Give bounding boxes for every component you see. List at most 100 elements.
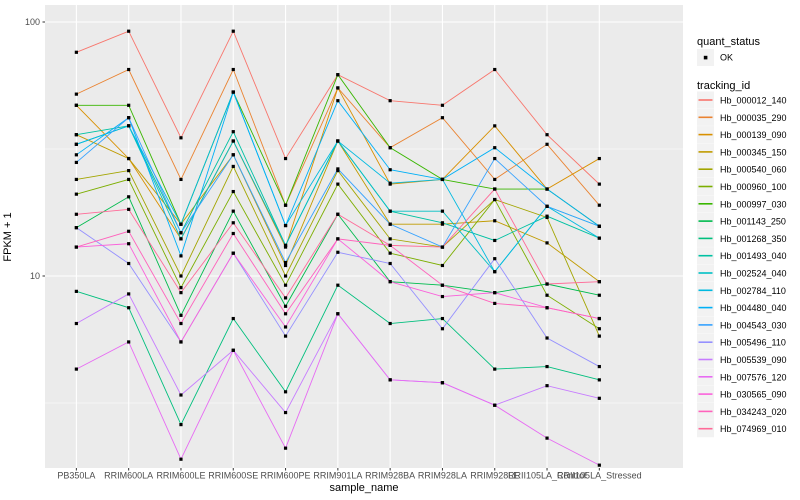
- data-point: [231, 153, 235, 157]
- data-point: [283, 334, 288, 338]
- data-point: [440, 116, 445, 120]
- data-point: [493, 291, 497, 295]
- legend-entry-Hb_001493_040: Hb_001493_040: [697, 247, 787, 265]
- data-point: [127, 156, 131, 161]
- data-point: [597, 334, 601, 338]
- legend-entry-label: Hb_030565_090: [720, 390, 787, 400]
- data-point: [179, 321, 183, 326]
- data-point: [388, 280, 392, 284]
- data-point: [179, 274, 183, 278]
- legend-entry-label: Hb_000035_290: [720, 113, 787, 123]
- x-axis-title: sample_name: [329, 482, 398, 494]
- data-point: [127, 292, 131, 296]
- data-point: [388, 261, 392, 266]
- data-point: [597, 224, 601, 228]
- data-point: [388, 168, 392, 172]
- legend-entry-label: Hb_074969_010: [720, 424, 787, 434]
- x-tick-labels: PB350LA RRIM600LA RRIM600LE RRIM600SE RRIM60…: [57, 471, 641, 481]
- data-point: [179, 237, 183, 241]
- data-point: [179, 286, 183, 290]
- legend-entry-label: Hb_000997_030: [720, 199, 787, 209]
- legend-tracking-entries: Hb_000012_140 Hb_000035_290 Hb_000139_090 H…: [697, 91, 787, 438]
- legend-entry-label: Hb_005539_090: [720, 355, 787, 365]
- data-point: [545, 384, 549, 388]
- data-point: [597, 236, 601, 240]
- data-point: [283, 312, 288, 316]
- data-point: [336, 139, 340, 143]
- data-point: [231, 221, 235, 225]
- data-point: [440, 209, 445, 213]
- data-point: [336, 312, 340, 316]
- legend-quant-status-title: quant_status: [697, 36, 760, 48]
- data-point: [545, 364, 549, 369]
- data-point: [440, 381, 445, 385]
- data-point: [231, 231, 235, 236]
- data-point: [283, 410, 288, 415]
- data-point: [493, 219, 497, 223]
- data-point: [388, 321, 392, 326]
- legend-entry-Hb_004480_040: Hb_004480_040: [697, 299, 787, 317]
- data-point: [231, 29, 235, 33]
- data-point: [283, 283, 288, 287]
- data-point: [545, 142, 549, 146]
- data-point: [388, 209, 392, 213]
- data-point: [179, 136, 183, 140]
- data-point: [127, 229, 131, 233]
- data-point: [231, 209, 235, 213]
- data-point: [179, 231, 183, 235]
- data-point: [597, 327, 601, 331]
- data-point: [545, 187, 549, 191]
- data-point: [74, 142, 78, 146]
- data-point: [179, 422, 183, 427]
- data-point: [597, 203, 601, 207]
- data-point: [493, 367, 497, 371]
- legend-entry-label: Hb_000540_060: [720, 165, 787, 175]
- legend-entry-label: Hb_000345_150: [720, 147, 787, 157]
- data-point: [545, 133, 549, 137]
- data-point: [231, 67, 235, 72]
- data-point: [74, 245, 78, 249]
- x-tick-label: RRIM928LA: [418, 471, 467, 481]
- legend-entry-Hb_000997_030: Hb_000997_030: [697, 195, 787, 213]
- legend-entry-Hb_004543_030: Hb_004543_030: [697, 316, 787, 334]
- data-point: [493, 146, 497, 150]
- data-point: [74, 92, 78, 96]
- data-point: [336, 250, 340, 254]
- legend-entry-Hb_034243_020: Hb_034243_020: [697, 402, 787, 420]
- legend-entry-label: Hb_002524_040: [720, 269, 787, 279]
- data-point: [545, 306, 549, 310]
- data-point: [283, 245, 288, 249]
- data-point: [493, 177, 497, 182]
- data-point: [336, 182, 340, 186]
- data-point: [336, 86, 340, 90]
- data-point: [388, 146, 392, 150]
- legend-entry-Hb_030565_090: Hb_030565_090: [697, 385, 787, 403]
- data-point: [179, 291, 183, 295]
- data-point: [179, 393, 183, 397]
- legend-entry-label: Hb_001143_250: [720, 217, 786, 227]
- legend-entry-label: Hb_002784_110: [720, 286, 786, 296]
- data-point: [440, 177, 445, 182]
- legend-entry-label: Hb_000012_140: [720, 96, 787, 106]
- data-point: [440, 283, 445, 287]
- data-point: [127, 340, 131, 344]
- legend-entry-Hb_074969_010: Hb_074969_010: [697, 420, 787, 438]
- legend-quant-ok-label: OK: [720, 53, 733, 63]
- data-point: [127, 29, 131, 33]
- legend-entry-label: Hb_000960_100: [720, 182, 787, 192]
- legend-entry-Hb_000139_090: Hb_000139_090: [697, 126, 787, 144]
- data-point: [597, 463, 601, 467]
- x-tick-label: PB350LA: [57, 471, 95, 481]
- data-point: [388, 181, 392, 185]
- data-point: [388, 237, 392, 241]
- x-tick-label: RRIM928BA: [365, 471, 415, 481]
- legend-entry-Hb_002784_110: Hb_002784_110: [697, 281, 786, 299]
- legend-quant-ok-entry: OK: [697, 49, 733, 66]
- data-point: [127, 195, 131, 199]
- data-point: [493, 270, 497, 274]
- data-point: [179, 222, 183, 226]
- data-point: [493, 238, 497, 243]
- data-point: [74, 192, 78, 196]
- data-point: [597, 316, 601, 321]
